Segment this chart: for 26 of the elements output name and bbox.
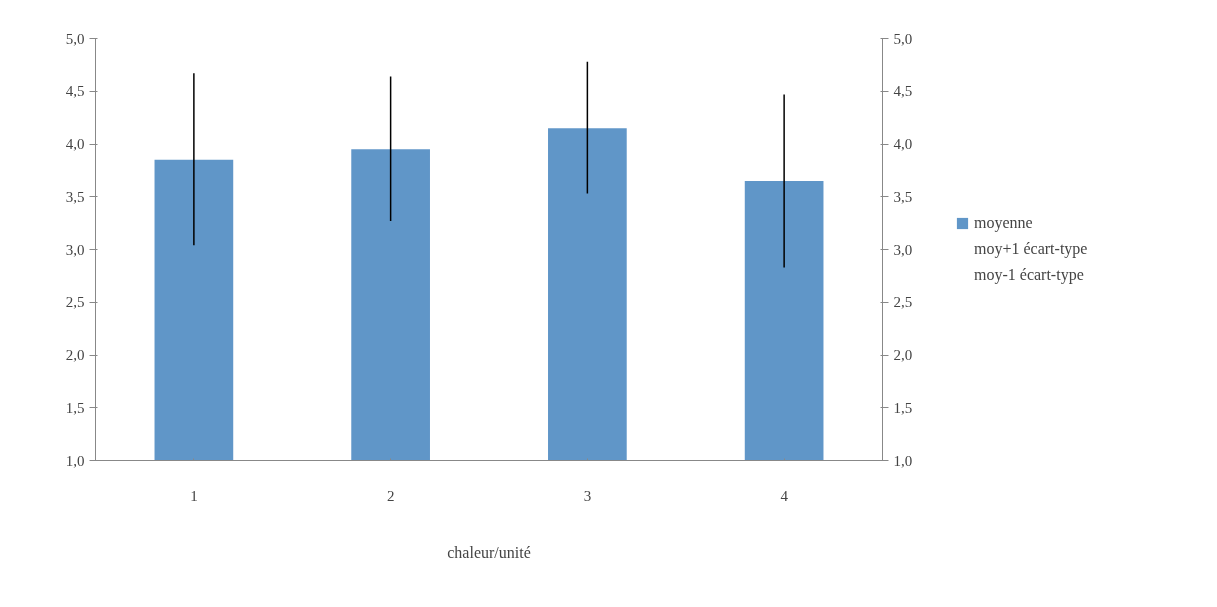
- text: moy+1 écart-type: [974, 240, 1088, 258]
- y-tick-label: 1,5: [65, 399, 85, 416]
- x-tick-label: 4: [780, 487, 789, 504]
- y2-tick-label: 3,5: [893, 188, 913, 205]
- y2-tick-label: 1,0: [893, 452, 913, 469]
- y-tick-label: 5,0: [65, 30, 85, 47]
- x-tick-label: 3: [583, 487, 592, 504]
- x-tick-label: 2: [386, 487, 395, 504]
- y-tick-label: 2,0: [65, 347, 85, 363]
- y-tick-label: 3,0: [65, 241, 85, 258]
- y2-tick-label: 2,5: [893, 294, 913, 311]
- y-tick-label: 4,0: [65, 136, 85, 152]
- y2-tick-label: 5,0: [893, 30, 913, 47]
- y-tick-label: 3,5: [65, 188, 85, 205]
- y2-tick-label: 2,0: [893, 347, 913, 363]
- x-tick-label: 1: [190, 487, 198, 504]
- y2-tick-label: 3,0: [893, 241, 913, 258]
- x-axis-title: chaleur/unité: [447, 543, 531, 561]
- y2-tick-label: 4,0: [893, 136, 913, 152]
- y-tick-label: 2,5: [65, 294, 85, 311]
- y2-tick-label: 1,5: [893, 399, 913, 416]
- legend-label: moyenne: [974, 214, 1033, 232]
- y-tick-label: 1,0: [65, 452, 85, 469]
- y2-tick-label: 4,5: [893, 83, 913, 100]
- y-tick-label: 4,5: [65, 83, 85, 100]
- text: moy-1 écart-type: [974, 266, 1084, 284]
